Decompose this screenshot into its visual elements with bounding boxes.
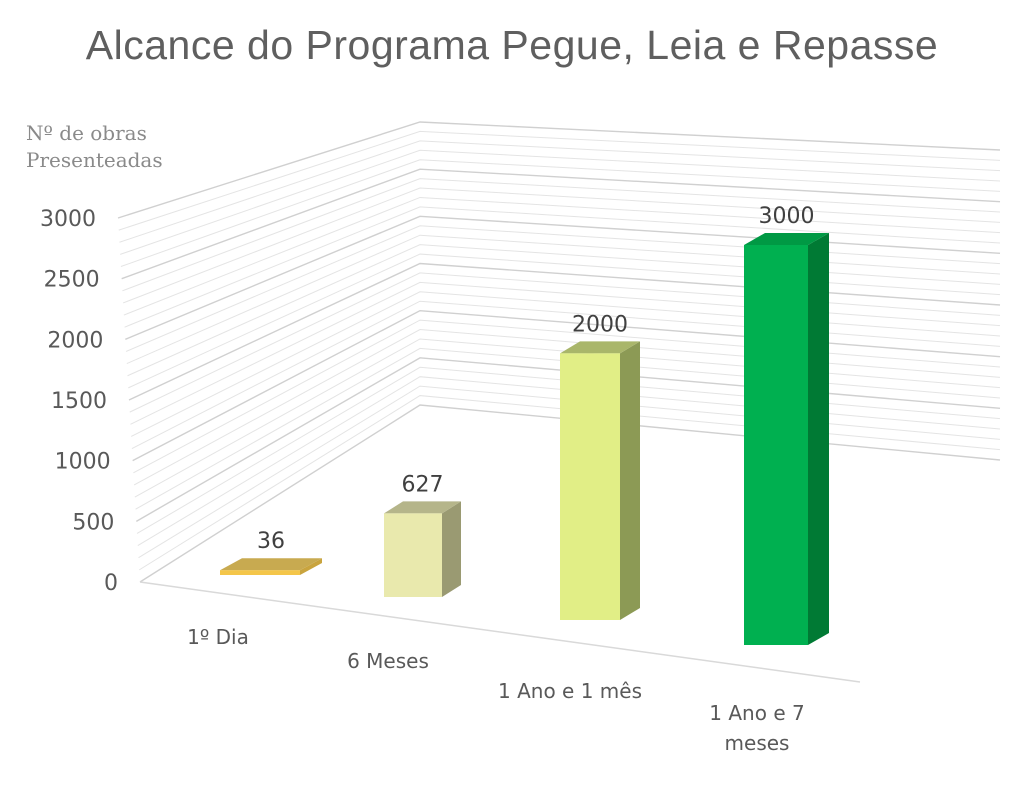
- x-tick-label: 1 Ano e 1 mês: [498, 679, 642, 703]
- bar-top: [744, 233, 829, 245]
- bar-top: [560, 341, 640, 354]
- bar-side: [442, 501, 461, 597]
- bar-side: [620, 341, 640, 620]
- y-axis-label: Nº de obras Presenteadas: [26, 120, 163, 174]
- gridline: [121, 168, 1001, 280]
- gridline: [120, 149, 1001, 255]
- y-tick-label: 2000: [47, 328, 103, 353]
- bar-side: [300, 558, 322, 575]
- x-tick-label: meses: [725, 731, 790, 755]
- y-axis-label-line: Presenteadas: [26, 148, 163, 172]
- gridline: [124, 206, 1001, 328]
- gridline: [118, 130, 1001, 231]
- bar: [560, 353, 620, 620]
- y-tick-label: 1000: [55, 450, 111, 475]
- bar-top: [220, 558, 322, 571]
- bar-side: [808, 233, 829, 645]
- data-label: 627: [402, 472, 444, 497]
- gridline: [117, 121, 1001, 219]
- y-tick-label: 0: [104, 571, 118, 596]
- gridline: [122, 187, 1001, 304]
- x-tick-label: 6 Meses: [347, 649, 429, 673]
- bar: [744, 245, 808, 645]
- y-tick-label: 1500: [51, 389, 107, 414]
- bar: [384, 513, 442, 597]
- y-tick-label: 2500: [44, 268, 100, 293]
- y-axis-label-line: Nº de obras: [26, 121, 147, 145]
- gridline: [122, 178, 1001, 292]
- gridline: [119, 140, 1001, 243]
- gridline: [123, 196, 1001, 316]
- bar-top: [384, 501, 461, 514]
- chart-title: Alcance do Programa Pegue, Leia e Repass…: [85, 22, 939, 68]
- x-tick-label: 1º Dia: [187, 625, 249, 649]
- gridline: [120, 159, 1001, 268]
- x-tick-label: 1 Ano e 7: [709, 701, 804, 725]
- bar: [220, 570, 300, 575]
- x-axis-line: [139, 581, 861, 683]
- y-tick-label: 500: [72, 510, 114, 535]
- data-label: 3000: [759, 204, 815, 229]
- y-tick-label: 3000: [40, 207, 96, 232]
- data-label: 2000: [572, 312, 628, 337]
- data-label: 36: [257, 529, 285, 554]
